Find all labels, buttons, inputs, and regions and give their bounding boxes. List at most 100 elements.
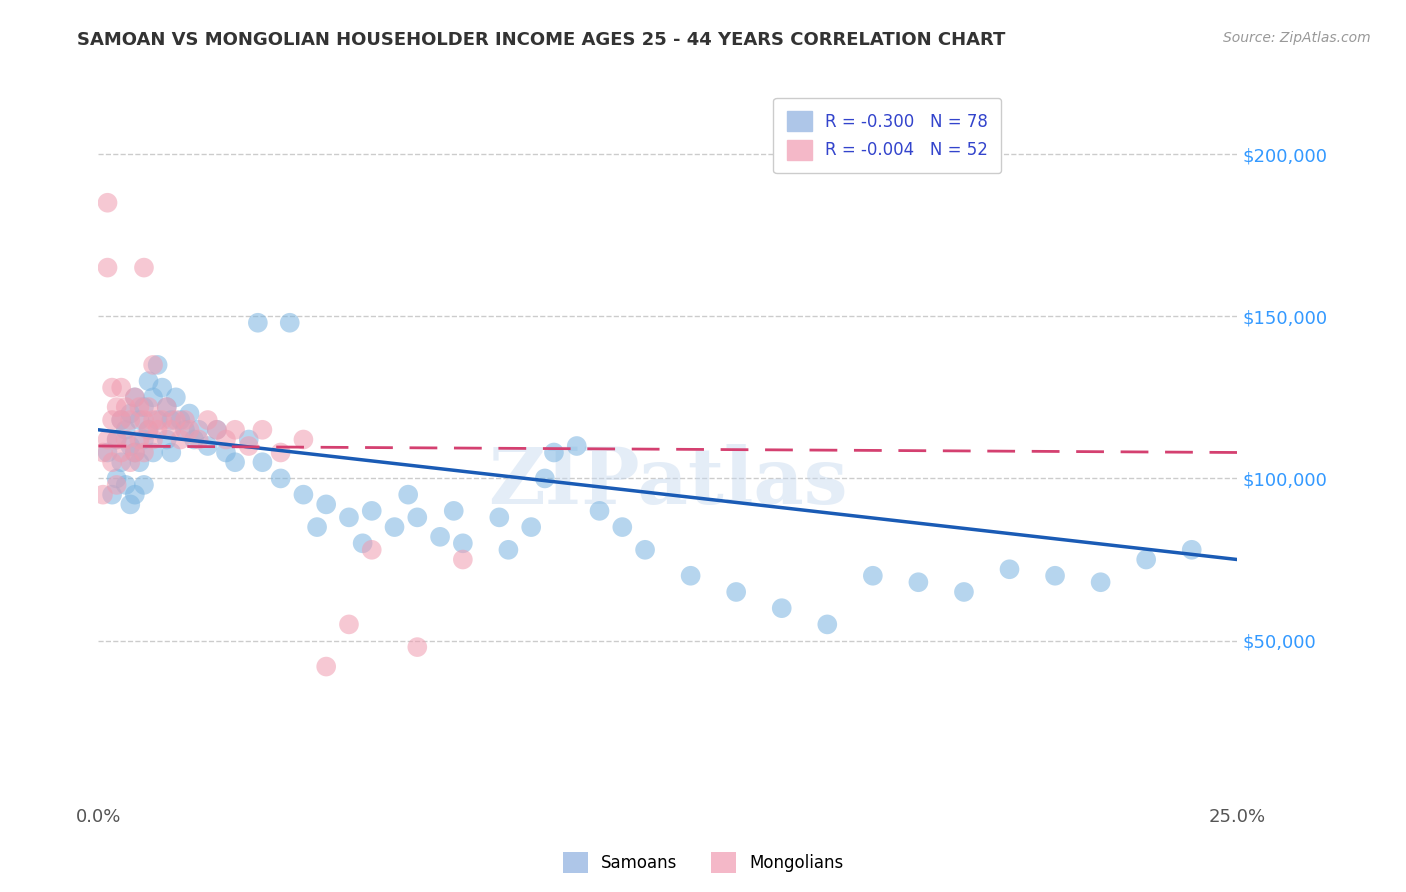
Point bbox=[307, 520, 329, 534]
Point bbox=[142, 433, 165, 447]
Point bbox=[91, 488, 114, 502]
Point bbox=[187, 433, 209, 447]
Point bbox=[160, 445, 183, 459]
Point bbox=[165, 390, 187, 404]
Point bbox=[165, 413, 187, 427]
Point bbox=[105, 433, 128, 447]
Point bbox=[124, 488, 146, 502]
Point bbox=[998, 562, 1021, 576]
Point bbox=[156, 400, 179, 414]
Point bbox=[146, 423, 169, 437]
Text: Source: ZipAtlas.com: Source: ZipAtlas.com bbox=[1223, 31, 1371, 45]
Point bbox=[384, 520, 406, 534]
Legend: R = -0.300   N = 78, R = -0.004   N = 52: R = -0.300 N = 78, R = -0.004 N = 52 bbox=[773, 97, 1001, 173]
Point bbox=[150, 381, 173, 395]
Point bbox=[246, 316, 269, 330]
Point bbox=[96, 433, 118, 447]
Point bbox=[96, 195, 118, 210]
Point bbox=[169, 413, 191, 427]
Point bbox=[292, 488, 315, 502]
Point bbox=[132, 400, 155, 414]
Point bbox=[238, 433, 260, 447]
Point bbox=[124, 390, 146, 404]
Point bbox=[142, 445, 165, 459]
Point bbox=[156, 400, 179, 414]
Point bbox=[110, 413, 132, 427]
Point bbox=[907, 575, 929, 590]
Point bbox=[215, 433, 238, 447]
Point bbox=[132, 445, 155, 459]
Point bbox=[1181, 542, 1204, 557]
Point bbox=[96, 260, 118, 275]
Point bbox=[120, 455, 142, 469]
Point bbox=[488, 510, 510, 524]
Text: SAMOAN VS MONGOLIAN HOUSEHOLDER INCOME AGES 25 - 44 YEARS CORRELATION CHART: SAMOAN VS MONGOLIAN HOUSEHOLDER INCOME A… bbox=[77, 31, 1005, 49]
Point bbox=[352, 536, 374, 550]
Point bbox=[128, 455, 150, 469]
Point bbox=[110, 445, 132, 459]
Point bbox=[110, 381, 132, 395]
Point bbox=[360, 504, 382, 518]
Point bbox=[315, 659, 337, 673]
Point bbox=[142, 358, 165, 372]
Point bbox=[1043, 568, 1066, 582]
Point bbox=[360, 542, 382, 557]
Point bbox=[612, 520, 634, 534]
Point bbox=[292, 433, 315, 447]
Point bbox=[252, 423, 274, 437]
Point bbox=[146, 358, 169, 372]
Point bbox=[150, 413, 173, 427]
Point bbox=[160, 413, 183, 427]
Point bbox=[451, 536, 474, 550]
Point bbox=[138, 400, 160, 414]
Point bbox=[451, 552, 474, 566]
Point bbox=[429, 530, 451, 544]
Point bbox=[953, 585, 976, 599]
Point bbox=[110, 413, 132, 427]
Point bbox=[169, 433, 191, 447]
Point bbox=[183, 433, 205, 447]
Point bbox=[179, 407, 201, 421]
Point bbox=[114, 423, 136, 437]
Point bbox=[520, 520, 543, 534]
Point bbox=[128, 433, 150, 447]
Point bbox=[770, 601, 793, 615]
Point bbox=[406, 640, 429, 654]
Point bbox=[197, 439, 219, 453]
Point bbox=[120, 439, 142, 453]
Point bbox=[174, 423, 197, 437]
Point bbox=[128, 400, 150, 414]
Point bbox=[96, 445, 118, 459]
Point bbox=[197, 413, 219, 427]
Point bbox=[132, 413, 155, 427]
Point bbox=[498, 542, 520, 557]
Point bbox=[205, 423, 228, 437]
Point bbox=[114, 478, 136, 492]
Point bbox=[179, 423, 201, 437]
Point bbox=[187, 423, 209, 437]
Point bbox=[1135, 552, 1157, 566]
Point bbox=[270, 471, 292, 485]
Point bbox=[396, 488, 419, 502]
Point bbox=[224, 423, 246, 437]
Point bbox=[114, 433, 136, 447]
Point bbox=[124, 445, 146, 459]
Point bbox=[679, 568, 702, 582]
Point bbox=[110, 455, 132, 469]
Point bbox=[105, 433, 128, 447]
Point bbox=[105, 471, 128, 485]
Point bbox=[132, 478, 155, 492]
Point bbox=[120, 497, 142, 511]
Point bbox=[534, 471, 557, 485]
Point bbox=[101, 455, 124, 469]
Point bbox=[101, 381, 124, 395]
Point bbox=[224, 455, 246, 469]
Point bbox=[91, 445, 114, 459]
Point bbox=[124, 390, 146, 404]
Point bbox=[215, 445, 238, 459]
Point bbox=[124, 445, 146, 459]
Legend: Samoans, Mongolians: Samoans, Mongolians bbox=[555, 846, 851, 880]
Point bbox=[132, 433, 155, 447]
Point bbox=[138, 423, 160, 437]
Point bbox=[138, 423, 160, 437]
